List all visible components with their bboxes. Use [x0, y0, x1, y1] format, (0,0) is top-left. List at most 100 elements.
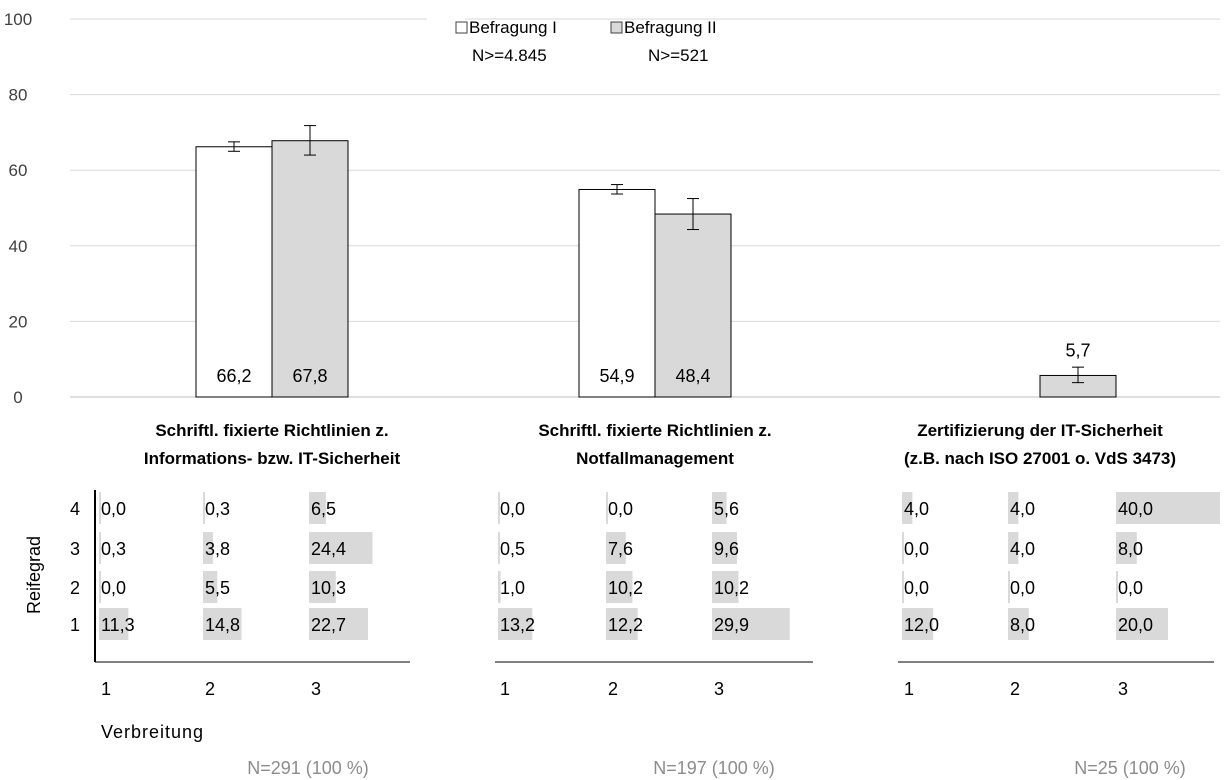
data-label: 66,2 [216, 366, 251, 386]
bar [195, 146, 273, 398]
heatmap-row-label: 4 [70, 499, 80, 519]
heatmap-cell-label: 24,4 [311, 539, 346, 559]
heatmap-cell-label: 1,0 [500, 578, 525, 598]
heatmap-cell-bar [1008, 608, 1029, 640]
heatmap-cell-label: 8,0 [1118, 539, 1143, 559]
heatmap-y-axis-title: Reifegrad [24, 536, 44, 614]
y-tick-label: 100 [4, 10, 32, 29]
heatmap-cell-label: 40,0 [1118, 499, 1153, 519]
legend-sample-befragung-1: N>=4.845 [472, 46, 547, 65]
heatmap-cell-bar [902, 532, 904, 564]
heatmap-col-label: 3 [1118, 679, 1128, 699]
heatmap-cell-label: 0,0 [1010, 578, 1035, 598]
heatmap-cell-bar [498, 608, 533, 640]
heatmap-cell-bar [309, 571, 336, 603]
heatmap-cell-bar [498, 532, 500, 564]
heatmap-cell-bar [712, 492, 727, 524]
heatmap-cell-bar [309, 532, 373, 564]
heatmap-cell-bar [1008, 492, 1019, 524]
heatmap-col-label: 2 [1010, 679, 1020, 699]
data-label: 54,9 [599, 366, 634, 386]
heatmap-col-label: 1 [904, 679, 914, 699]
heatmap-cell-bar [203, 608, 242, 640]
heatmap-cell-label: 4,0 [904, 499, 929, 519]
heatmap-cell-bar [498, 492, 500, 524]
heatmap-cell-label: 0,0 [101, 578, 126, 598]
heatmap-cell-bar [1116, 571, 1118, 603]
heatmap-cell-bar [1008, 571, 1010, 603]
heatmap-cell-label: 22,7 [311, 615, 346, 635]
heatmap-col-label: 2 [608, 679, 618, 699]
category-label: Informations- bzw. IT-Sicherheit [144, 449, 401, 468]
heatmap-cell-label: 3,8 [205, 539, 230, 559]
y-tick-label: 60 [9, 161, 28, 180]
heatmap-col-label: 3 [714, 679, 724, 699]
heatmap-cell-label: 0,0 [500, 499, 525, 519]
heatmap-cell-bar [902, 492, 913, 524]
y-tick-label: 80 [9, 86, 28, 105]
heatmap-col-label: 2 [205, 679, 215, 699]
heatmap-cell-bar [606, 492, 608, 524]
category-label: Zertifizierung der IT-Sicherheit [917, 421, 1163, 440]
heatmap-cell-label: 20,0 [1118, 615, 1153, 635]
heatmap-cell-label: 6,5 [311, 499, 336, 519]
heatmap-cell-bar [203, 571, 218, 603]
heatmap-cell-label: 11,3 [101, 615, 135, 635]
heatmap-cell-label: 0,0 [904, 578, 929, 598]
heatmap-cell-label: 12,2 [608, 615, 643, 635]
heatmap-col-label: 3 [311, 679, 321, 699]
heatmap-cell-label: 10,3 [311, 578, 346, 598]
heatmap-col-label: 1 [101, 679, 111, 699]
heatmap-cell-bar [309, 608, 369, 640]
heatmap-cell-label: 0,3 [101, 539, 126, 559]
y-tick-label: 40 [9, 237, 28, 256]
heatmap-cell-label: 10,2 [608, 578, 643, 598]
legend-swatch-befragung-1 [455, 21, 468, 34]
category-label: Schriftl. fixierte Richtlinien z. [538, 421, 771, 440]
heatmap-cell-label: 29,9 [714, 615, 749, 635]
y-tick-label: 20 [9, 312, 28, 331]
sample-size: N=197 (100 %) [653, 758, 775, 778]
heatmap-cell-bar [712, 608, 790, 640]
y-tick-label: 0 [13, 388, 22, 407]
heatmap-cell-label: 0,0 [101, 499, 126, 519]
heatmap-cell-bar [1008, 532, 1019, 564]
category-label: Notfallmanagement [576, 449, 734, 468]
heatmap-cell-label: 5,6 [714, 499, 739, 519]
bar [271, 140, 349, 398]
heatmap-cell-bar [712, 532, 737, 564]
heatmap-cell-bar [1116, 608, 1168, 640]
heatmap-cell-bar [1116, 492, 1220, 524]
legend-label-befragung-1: Befragung I [469, 18, 557, 37]
heatmap-cell-label: 13,2 [500, 615, 535, 635]
data-label: 48,4 [675, 366, 710, 386]
heatmap-row-label: 2 [70, 578, 80, 598]
legend-sample-befragung-2: N>=521 [648, 46, 709, 65]
category-label: (z.B. nach ISO 27001 o. VdS 3473) [904, 449, 1176, 468]
heatmap-cell-bar [606, 608, 638, 640]
heatmap-cell-bar [606, 532, 626, 564]
heatmap-cell-bar [606, 571, 633, 603]
heatmap-cell-bar [99, 571, 101, 603]
heatmap-cell-bar [498, 571, 501, 603]
legend-label-befragung-2: Befragung II [624, 18, 717, 37]
heatmap-cell-bar [203, 492, 205, 524]
heatmap-row-label: 1 [70, 615, 80, 635]
heatmap-cell-label: 0,0 [608, 499, 633, 519]
heatmap-cell-label: 10,2 [714, 578, 749, 598]
heatmap-row-label: 3 [70, 539, 80, 559]
sample-size: N=291 (100 %) [247, 758, 369, 778]
heatmap-cell-label: 4,0 [1010, 499, 1035, 519]
heatmap-cell-bar [99, 492, 101, 524]
heatmap-cell-label: 0,3 [205, 499, 230, 519]
heatmap-cell-label: 12,0 [904, 615, 939, 635]
bar [578, 188, 656, 398]
category-label: Schriftl. fixierte Richtlinien z. [155, 421, 388, 440]
heatmap-cell-label: 14,8 [205, 615, 240, 635]
heatmap-cell-label: 0,0 [904, 539, 929, 559]
heatmap-cell-bar [1116, 532, 1137, 564]
heatmap-cell-label: 4,0 [1010, 539, 1035, 559]
heatmap-cell-bar [712, 571, 739, 603]
heatmap-cell-bar [203, 532, 213, 564]
